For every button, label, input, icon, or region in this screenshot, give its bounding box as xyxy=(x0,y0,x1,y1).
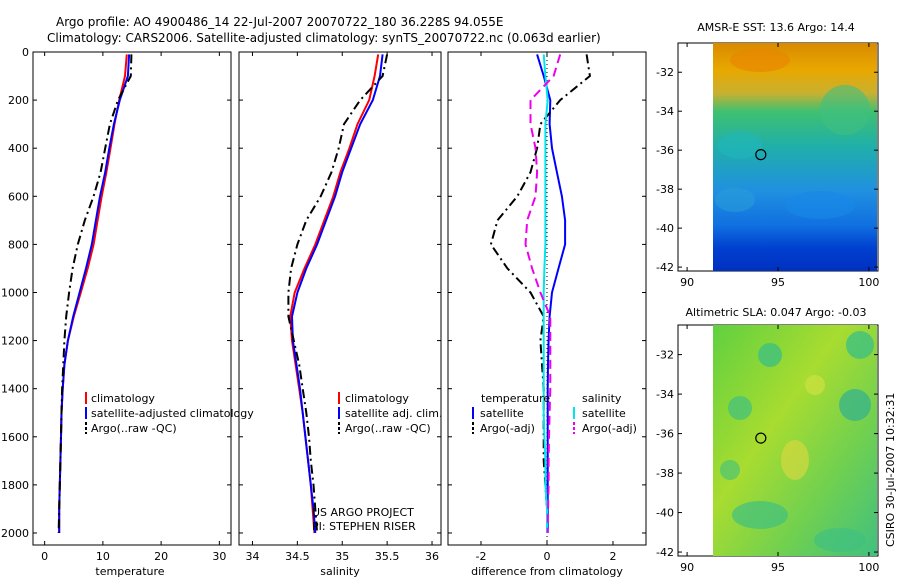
figure-title: Argo profile: AO 4900486_14 22-Jul-2007 … xyxy=(56,15,503,29)
sla-map-title: Altimetric SLA: 0.047 Argo: -0.03 xyxy=(686,306,867,319)
y-tick-label: 1600 xyxy=(1,431,29,444)
x-tick-label: 35.5 xyxy=(375,550,400,563)
map-y-tick-label: -36 xyxy=(656,428,674,441)
y-tick-label: 1400 xyxy=(1,383,29,396)
legend-label-climatology: climatology xyxy=(91,392,155,405)
temperature-panel-frame xyxy=(32,51,232,546)
series-line-0 xyxy=(536,54,567,533)
y-tick-label: 600 xyxy=(8,190,29,203)
x-tick-label: -2 xyxy=(476,550,487,563)
panel-1-marks: 34 34.5 35 35.5 36 xyxy=(239,51,441,563)
map-y-tick-label: -38 xyxy=(656,467,674,480)
legend-label-satellite: satellite adj. clim. xyxy=(345,407,442,420)
legend-label-temp-argo: Argo(-adj) xyxy=(480,422,535,435)
x-tick-label: 35 xyxy=(335,550,349,563)
y-tick-label: 400 xyxy=(8,142,29,155)
map-y-tick-label: -34 xyxy=(656,388,674,401)
sla-map-image xyxy=(713,325,877,556)
map-y-tick-label: -40 xyxy=(656,507,674,520)
x-tick-label: 0 xyxy=(544,550,551,563)
map-y-tick-label: -32 xyxy=(656,66,674,79)
sst-map-image xyxy=(713,43,877,271)
float-position-marker xyxy=(755,432,767,444)
series-line-1 xyxy=(290,54,384,534)
legend-heading-salinity: salinity xyxy=(582,392,622,405)
map-y-tick-label: -42 xyxy=(656,261,674,274)
series-line-2 xyxy=(542,54,549,533)
legend-label-temp-satellite: satellite xyxy=(480,407,524,420)
sst-map-title: AMSR-E SST: 13.6 Argo: 14.4 xyxy=(697,21,855,34)
y-tick-label: 1800 xyxy=(1,479,29,492)
difference-axis-label: difference from climatology xyxy=(471,565,623,578)
y-tick-label: 0 xyxy=(22,46,29,59)
legend-label-satellite: satellite-adjusted climatology xyxy=(91,407,254,420)
float-position-marker xyxy=(755,149,767,161)
map-y-tick-label: -42 xyxy=(656,546,674,559)
legend-label-climatology: climatology xyxy=(345,392,409,405)
map-x-tick-label: 95 xyxy=(771,561,785,574)
y-tick-label: 1000 xyxy=(1,286,29,299)
x-tick-label: 10 xyxy=(96,550,110,563)
y-tick-label: 1200 xyxy=(1,335,29,348)
pi-label: PI: STEPHEN RISER xyxy=(312,520,416,533)
x-tick-label: 2 xyxy=(610,550,617,563)
legend-label-argo: Argo(..raw -QC) xyxy=(91,422,177,435)
legend-label-argo: Argo(..raw -QC) xyxy=(345,422,431,435)
project-label: US ARGO PROJECT xyxy=(312,506,414,519)
salinity-legend: climatology satellite adj. clim. Argo(..… xyxy=(338,392,442,435)
map-x-tick-label: 90 xyxy=(680,276,694,289)
y-tick-label: 200 xyxy=(8,94,29,107)
x-tick-label: 20 xyxy=(154,550,168,563)
map-x-tick-label: 90 xyxy=(680,561,694,574)
series-line-1 xyxy=(58,54,131,533)
map-x-tick-label: 100 xyxy=(858,561,879,574)
panel-2-marks: -2 0 2 xyxy=(448,51,646,563)
series-line-3 xyxy=(524,54,562,534)
salinity-axis-label: salinity xyxy=(320,565,360,578)
legend-label-sal-satellite: satellite xyxy=(582,407,626,420)
series-line-2 xyxy=(287,54,389,534)
x-tick-label: 30 xyxy=(212,550,226,563)
x-tick-label: 34.5 xyxy=(285,550,310,563)
legend-heading-temperature: temperature xyxy=(481,392,550,405)
map-y-tick-label: -38 xyxy=(656,183,674,196)
x-tick-label: 36 xyxy=(425,550,439,563)
temperature-legend: climatology satellite-adjusted climatolo… xyxy=(85,392,254,435)
map-y-tick-label: -40 xyxy=(656,222,674,235)
series-line-1 xyxy=(489,54,591,533)
y-tick-label: 2000 xyxy=(1,527,29,540)
map-y-tick-label: -34 xyxy=(656,105,674,118)
map-y-tick-label: -32 xyxy=(656,349,674,362)
temperature-axis-label: temperature xyxy=(95,565,164,578)
difference-legend: temperature salinity satellite Argo(-adj… xyxy=(472,392,637,435)
x-tick-label: 0 xyxy=(41,550,48,563)
map-x-tick-label: 100 xyxy=(858,276,879,289)
x-tick-label: 34 xyxy=(245,550,259,563)
panel-0-marks: 0 10 20 30 0 200 400 600 800 1000 1200 1400 1600 1800… xyxy=(1,46,231,563)
creation-stamp: CSIRO 30-Jul-2007 10:32:31 xyxy=(884,393,897,547)
salinity-panel-frame xyxy=(238,51,442,546)
figure-subtitle: Climatology: CARS2006. Satellite-adjuste… xyxy=(47,31,601,45)
series-line-2 xyxy=(57,54,133,534)
map-x-tick-label: 95 xyxy=(771,276,785,289)
y-tick-label: 800 xyxy=(8,238,29,251)
map-y-tick-label: -36 xyxy=(656,144,674,157)
legend-label-sal-argo: Argo(-adj) xyxy=(582,422,637,435)
